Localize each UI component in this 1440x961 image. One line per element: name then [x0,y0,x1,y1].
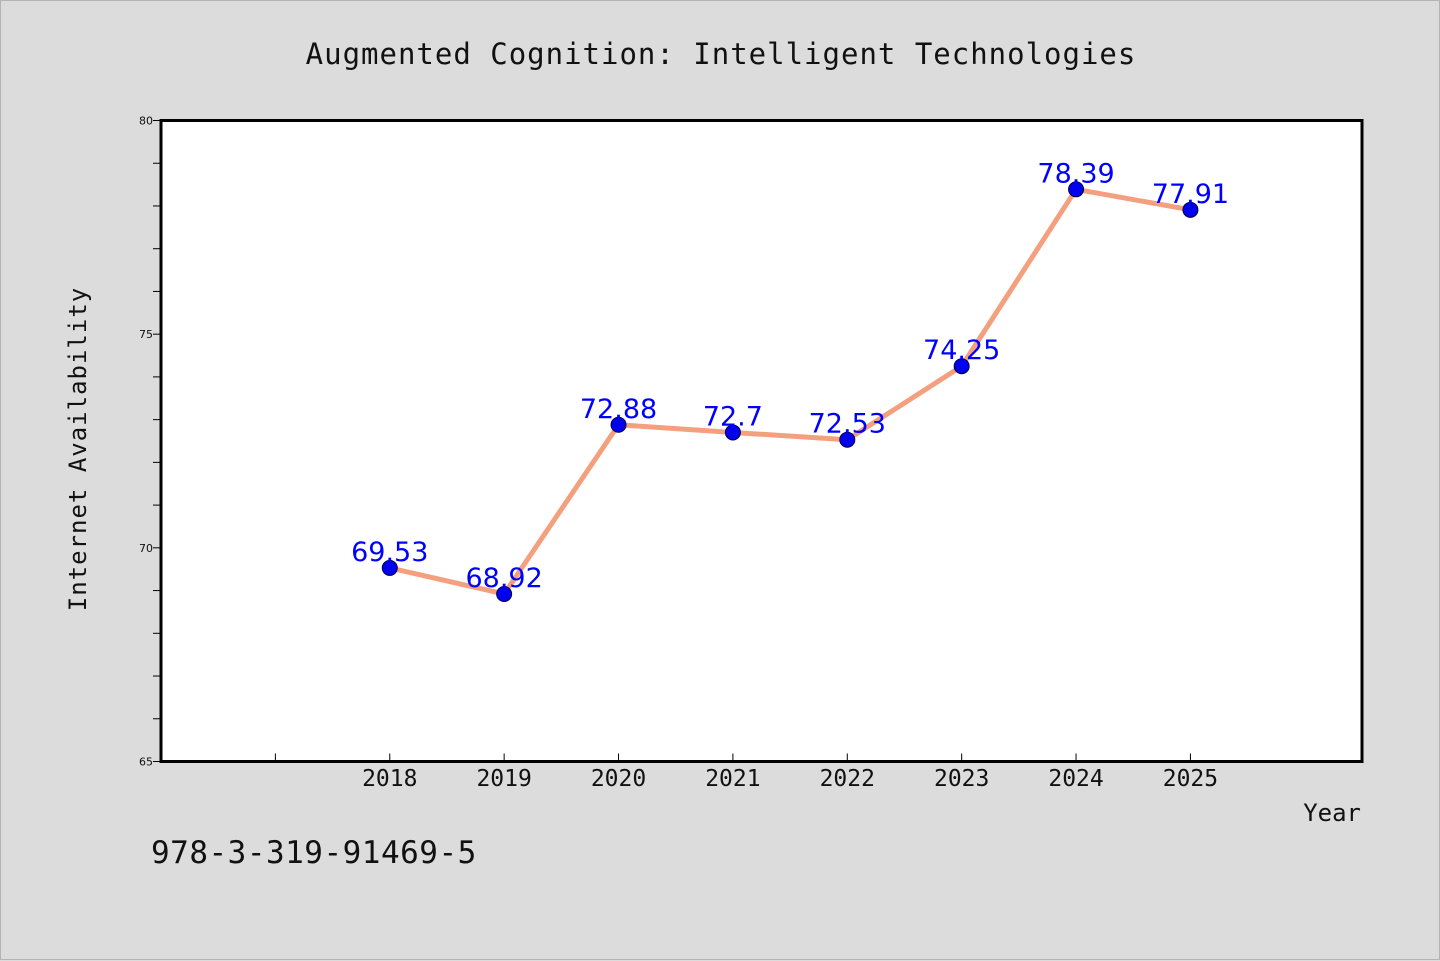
data-point [724,424,741,441]
y-tick-label: 75 [139,328,153,341]
chart-title: Augmented Cognition: Intelligent Technol… [306,37,1137,71]
data-point [953,358,970,375]
footnote-isbn: 978-3-319-91469-5 [151,835,477,871]
y-tick-label: 65 [139,756,153,769]
data-point [1068,181,1085,198]
data-point [839,431,856,448]
x-tick-label: 2018 [362,766,417,792]
x-tick-label: 2021 [705,766,760,792]
y-axis-label: Internet Availability [64,287,92,611]
x-tick-label: 2019 [476,766,531,792]
series-line [387,186,1193,597]
data-point [1182,201,1199,218]
x-axis-label: Year [1303,799,1361,827]
data-point [496,585,513,602]
data-point [610,416,627,433]
data-label: 78.39 [1037,158,1114,189]
y-tick-label: 80 [139,115,153,128]
data-point [381,559,398,576]
data-label: 72.88 [580,394,657,425]
data-label: 69.53 [351,537,428,568]
plot-border [159,119,1364,763]
x-tick-label: 2023 [934,766,989,792]
y-tick-label: 70 [139,542,153,555]
x-tick-label: 2020 [591,766,646,792]
data-label: 77.91 [1152,179,1229,210]
data-label: 68.92 [465,563,542,594]
x-tick-label: 2022 [820,766,875,792]
x-tick-label: 2024 [1048,766,1103,792]
data-label: 72.53 [809,409,886,440]
plot-area [161,120,1362,762]
x-tick-label: 2025 [1163,766,1218,792]
data-label: 72.7 [703,401,763,432]
data-label: 74.25 [923,335,1000,366]
